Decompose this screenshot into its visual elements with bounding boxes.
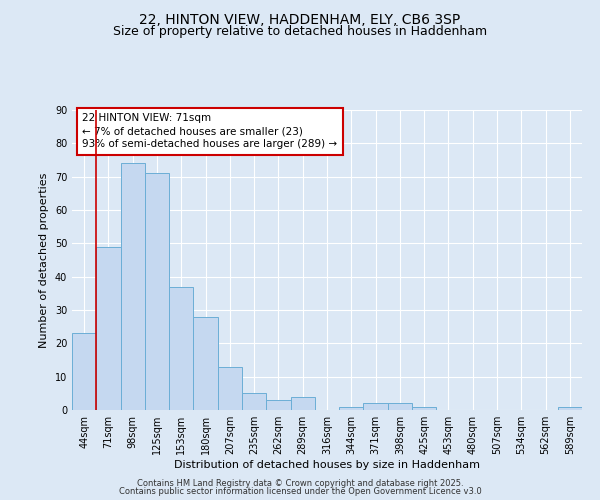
Text: Contains HM Land Registry data © Crown copyright and database right 2025.: Contains HM Land Registry data © Crown c… [137,478,463,488]
Bar [121,164,145,410]
Text: Size of property relative to detached houses in Haddenham: Size of property relative to detached ho… [113,25,487,38]
Bar [193,316,218,410]
Bar [145,174,169,410]
Text: 22, HINTON VIEW, HADDENHAM, ELY, CB6 3SP: 22, HINTON VIEW, HADDENHAM, ELY, CB6 3SP [139,12,461,26]
Y-axis label: Number of detached properties: Number of detached properties [39,172,49,348]
Bar [96,246,121,410]
Bar [242,394,266,410]
Bar [558,406,582,410]
Bar [339,406,364,410]
Bar [364,404,388,410]
Bar [290,396,315,410]
X-axis label: Distribution of detached houses by size in Haddenham: Distribution of detached houses by size … [174,460,480,470]
Bar [218,366,242,410]
Bar [266,400,290,410]
Text: 22 HINTON VIEW: 71sqm
← 7% of detached houses are smaller (23)
93% of semi-detac: 22 HINTON VIEW: 71sqm ← 7% of detached h… [82,113,337,150]
Bar [388,404,412,410]
Bar [72,334,96,410]
Bar [412,406,436,410]
Text: Contains public sector information licensed under the Open Government Licence v3: Contains public sector information licen… [119,487,481,496]
Bar [169,286,193,410]
